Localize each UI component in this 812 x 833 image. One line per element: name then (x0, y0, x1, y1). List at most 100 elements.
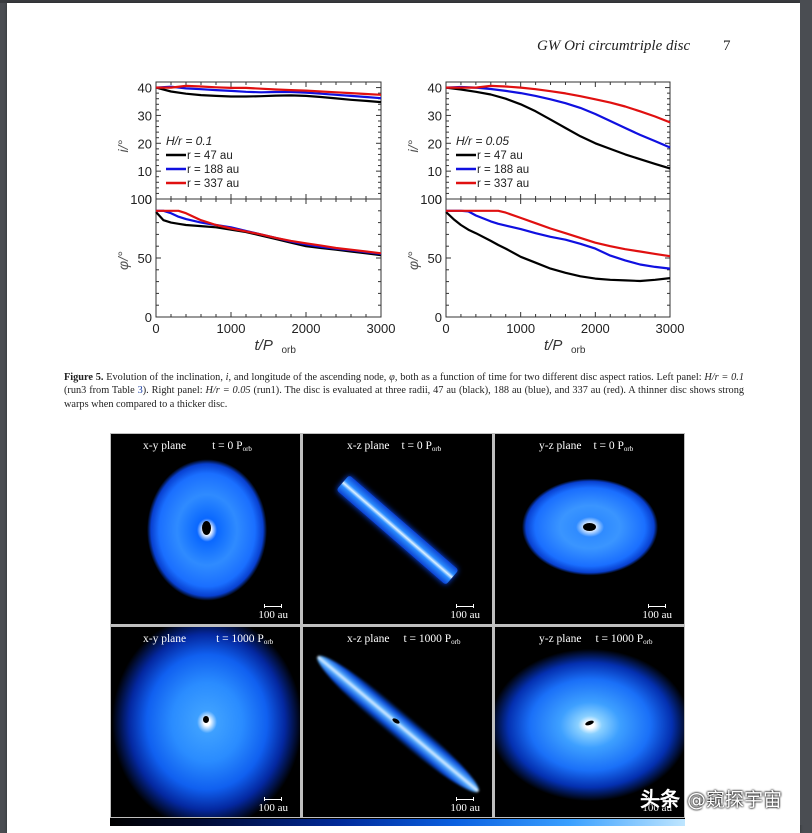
x-tick-label: 0 (152, 321, 159, 336)
x-tick-label: 2000 (581, 321, 610, 336)
y-axis-label: φ/° (115, 251, 131, 270)
plot-top-right: 0 10 20 30 40 i/° H/r = 0.05 r = 47 au r = 188 a… (405, 81, 671, 207)
series-r337au (446, 84, 671, 124)
x-tick-label: 3000 (367, 321, 396, 336)
scale-bar: 100 au (642, 604, 672, 621)
panel-time-sub: orb (643, 638, 653, 646)
scale-label: 100 au (450, 609, 480, 621)
y-tick-label: 100 (420, 192, 442, 207)
viewer-scrollbar[interactable] (800, 0, 812, 825)
caption-text: Evolution of the inclination, (103, 372, 226, 383)
panel-time-sub: orb (451, 638, 461, 646)
series-r337au (156, 84, 382, 96)
x-tick-label: 2000 (292, 321, 321, 336)
scale-bar: 100 au (258, 797, 288, 814)
x-axis-label-sub: orb (571, 345, 586, 356)
panel-yz-t0: y-z plane t = 0 Porb 100 au (495, 434, 684, 624)
series-r47au (155, 86, 382, 104)
central-cavity (583, 523, 596, 531)
y-tick-label: 0 (145, 192, 152, 207)
panel-plane-label: x-y plane (143, 633, 187, 645)
legend-label: r = 47 au (477, 150, 523, 162)
legend-label: r = 47 au (187, 150, 233, 162)
series-r188au (446, 209, 671, 270)
panel-xz-t0: x-z plane t = 0 Porb 100 au (303, 434, 492, 624)
y-axis-label: i/° (115, 140, 131, 153)
panel-time-label: t = 0 P (593, 440, 624, 452)
y-tick-label: 0 (145, 310, 152, 325)
panel-time-sub: orb (242, 445, 252, 453)
caption-hr-right: H/r = 0.05 (205, 385, 251, 397)
scale-bar: 100 au (450, 797, 480, 814)
y-tick-label: 40 (428, 81, 442, 96)
series-r47au (445, 86, 671, 170)
axes-frame (155, 198, 382, 318)
series-r188au (156, 209, 382, 255)
x-tick-label: 0 (442, 321, 449, 336)
scale-label: 100 au (258, 802, 288, 814)
y-tick-label: 20 (138, 136, 152, 151)
caption-text: ). Right panel: (142, 385, 206, 397)
y-tick-label: 0 (435, 310, 442, 325)
legend-label: r = 337 au (477, 178, 529, 190)
legend-title: H/r = 0.05 (456, 134, 509, 148)
figure-5-plots: 0 10 20 30 40 i/° H/r = 0.1 r = 47 au r = 188 au… (115, 81, 684, 356)
panel-yz-t1000: y-z plane t = 1000 Porb 100 au (495, 627, 684, 817)
disc-edge-on (336, 474, 459, 586)
scale-bar: 100 au (642, 797, 672, 814)
caption-text: (run3 from Table (64, 385, 138, 397)
series-r188au (445, 85, 671, 149)
caption-symbol-i: i (225, 372, 229, 383)
panel-xy-t0: x-y plane t = 0 Porb 100 au (111, 434, 300, 624)
x-tick-label: 1000 (506, 321, 535, 336)
central-cavity (202, 521, 211, 535)
series-r188au (155, 85, 382, 100)
caption-hr-left: H/r = 0.1 (704, 372, 744, 383)
central-cavity (584, 719, 595, 727)
panel-plane-label: y-z plane (539, 440, 582, 452)
scale-label: 100 au (642, 802, 672, 814)
y-axis-label: φ/° (405, 251, 421, 270)
legend-title: H/r = 0.1 (166, 134, 212, 148)
figure-6-density-grid: x-y plane t = 0 Porb 100 au x-z plane t = … (110, 433, 685, 825)
central-cavity (203, 716, 209, 723)
panel-plane-label: x-z plane (347, 633, 390, 645)
legend-label: r = 188 au (477, 164, 529, 176)
y-axis-label: i/° (405, 140, 421, 153)
panel-time-label: t = 1000 P (595, 633, 644, 645)
caption-label: Figure 5. (64, 372, 104, 383)
series-r337au (156, 209, 382, 255)
legend-label: r = 188 au (187, 164, 239, 176)
caption-text: (run1). The disc is evaluated at three r… (64, 385, 745, 410)
y-tick-label: 10 (428, 164, 442, 179)
table-3-link[interactable]: 3 (137, 385, 143, 397)
watermark-brand: 头条 (640, 787, 680, 811)
y-tick-label: 0 (435, 192, 442, 207)
panel-xz-t1000: x-z plane t = 1000 Porb 100 au (303, 627, 492, 817)
panel-time-sub: orb (263, 638, 274, 646)
panel-time-label: t = 0 P (401, 440, 432, 452)
caption-text: , both as a function of time for two dif… (394, 372, 705, 383)
y-tick-label: 30 (138, 108, 152, 123)
scale-bar: 100 au (258, 604, 288, 621)
y-tick-label: 20 (428, 136, 442, 151)
y-tick-label: 10 (138, 164, 152, 179)
density-colorbar (110, 818, 685, 826)
x-axis-label-sub: orb (282, 345, 297, 356)
y-tick-label: 30 (428, 108, 442, 123)
scale-bar: 100 au (450, 604, 480, 621)
figure-5-caption: Figure 5. Evolution of the inclination, … (64, 371, 744, 411)
x-tick-label: 1000 (217, 321, 246, 336)
scale-label: 100 au (258, 609, 288, 621)
legend-label: r = 337 au (187, 178, 239, 190)
running-head-title: GW Ori circumtriple disc (537, 38, 691, 54)
panel-plane-label: y-z plane (539, 633, 582, 645)
y-tick-label: 40 (138, 81, 152, 96)
x-axis-label: t/P (544, 337, 562, 354)
panel-time-sub: orb (431, 445, 442, 453)
y-tick-label: 50 (428, 251, 442, 266)
x-axis-label: t/P (255, 337, 273, 354)
scale-label: 100 au (450, 802, 480, 814)
